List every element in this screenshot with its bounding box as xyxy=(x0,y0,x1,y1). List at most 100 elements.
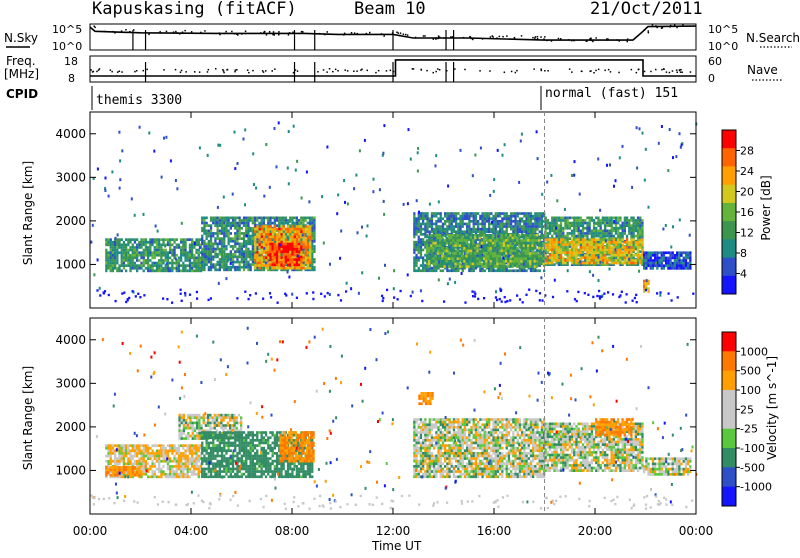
range-cell xyxy=(294,251,296,254)
range-cell xyxy=(127,238,129,241)
range-cell xyxy=(307,251,309,254)
range-cell xyxy=(156,254,158,257)
range-cell xyxy=(219,261,221,264)
nsearch-point xyxy=(369,32,371,34)
range-cell xyxy=(270,233,272,236)
range-cell xyxy=(487,239,489,242)
range-cell xyxy=(112,244,114,247)
range-cell xyxy=(134,264,136,267)
range-cell xyxy=(158,244,160,247)
range-cell xyxy=(245,253,247,256)
range-cell xyxy=(201,266,203,269)
range-cell xyxy=(615,241,617,244)
range-cell xyxy=(431,225,433,228)
nsearch-point xyxy=(537,38,539,40)
range-cell xyxy=(529,255,531,258)
range-cell xyxy=(551,217,553,220)
range-cell xyxy=(156,251,158,254)
range-cell xyxy=(265,233,267,236)
range-cell xyxy=(167,238,169,241)
range-cell xyxy=(514,247,516,250)
range-cell xyxy=(569,257,571,260)
nsearch-point xyxy=(200,32,202,34)
range-cell xyxy=(241,227,243,230)
range-cell xyxy=(486,220,488,223)
nsearch-point xyxy=(499,36,501,38)
range-cell xyxy=(219,219,221,222)
range-cell xyxy=(274,264,276,267)
range-cell xyxy=(116,262,118,265)
range-cell xyxy=(656,254,658,257)
nave-point xyxy=(544,70,546,72)
range-cell xyxy=(184,244,186,247)
range-cell xyxy=(525,269,527,272)
range-cell xyxy=(455,212,457,215)
range-cell xyxy=(110,257,112,260)
range-cell xyxy=(160,246,162,249)
range-cell xyxy=(462,269,464,272)
range-cell xyxy=(507,239,509,242)
range-cell xyxy=(549,230,551,233)
range-cell xyxy=(451,228,453,231)
nsearch-point xyxy=(121,30,123,32)
range-cell xyxy=(519,230,521,233)
range-cell xyxy=(294,245,296,248)
range-cell xyxy=(147,241,149,244)
range-cell xyxy=(658,264,660,267)
range-cell xyxy=(624,262,626,265)
range-cell xyxy=(422,220,424,223)
range-cell xyxy=(298,251,300,254)
range-cell xyxy=(608,263,610,266)
range-cell xyxy=(105,270,107,273)
range-cell xyxy=(112,249,114,252)
range-cell xyxy=(483,244,485,247)
range-cell xyxy=(105,267,107,270)
range-cell xyxy=(641,230,643,233)
range-cell xyxy=(479,263,481,266)
range-cell xyxy=(252,237,254,240)
range-cell xyxy=(580,241,582,244)
range-cell xyxy=(560,238,562,241)
range-cell xyxy=(201,237,203,240)
range-cell xyxy=(633,235,635,238)
range-cell xyxy=(645,254,647,257)
range-cell xyxy=(167,244,169,247)
range-cell xyxy=(259,230,261,233)
range-cell xyxy=(455,215,457,218)
nsearch-point xyxy=(470,36,472,38)
range-cell xyxy=(463,244,465,247)
nave-point xyxy=(375,72,377,74)
range-cell xyxy=(184,246,186,249)
range-cell xyxy=(208,224,210,227)
range-cell xyxy=(487,252,489,255)
range-cell xyxy=(521,220,523,223)
range-cell xyxy=(463,242,465,245)
range-cell xyxy=(448,242,450,245)
range-cell xyxy=(158,241,160,244)
nave-point xyxy=(631,69,633,71)
range-cell xyxy=(593,251,595,254)
range-cell xyxy=(530,269,532,272)
range-cell xyxy=(413,267,415,270)
range-cell xyxy=(641,246,643,249)
range-cell xyxy=(463,247,465,250)
range-cell xyxy=(254,241,256,244)
range-cell xyxy=(269,217,271,220)
range-cell xyxy=(162,254,164,257)
range-cell xyxy=(309,228,311,231)
range-cell xyxy=(639,254,641,257)
range-cell xyxy=(228,235,230,238)
range-cell xyxy=(501,244,503,247)
range-cell xyxy=(448,215,450,218)
range-cell xyxy=(514,220,516,223)
range-cell xyxy=(512,260,514,263)
nave-point xyxy=(99,68,101,70)
range-cell xyxy=(441,250,443,253)
range-cell xyxy=(457,250,459,253)
range-cell xyxy=(198,262,200,265)
range-cell xyxy=(156,241,158,244)
range-cell xyxy=(536,265,538,268)
range-cell xyxy=(267,262,269,265)
range-cell xyxy=(591,238,593,241)
range-cell xyxy=(534,237,536,240)
